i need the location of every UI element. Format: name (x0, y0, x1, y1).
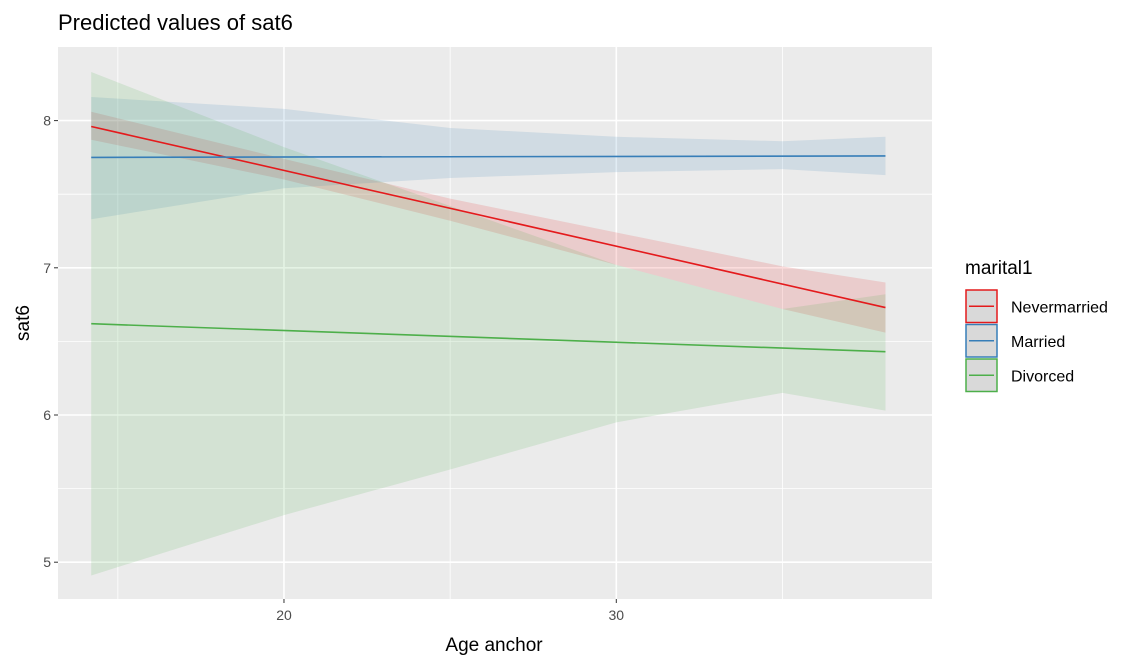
legend-item-divorced: Divorced (965, 358, 1074, 393)
ci-ribbon-nevermarried (91, 111, 886, 333)
series-line-divorced (91, 322, 886, 353)
confidence-ribbons (91, 72, 886, 576)
x-tick-label: 30 (609, 607, 625, 623)
x-tick-label: 20 (276, 607, 292, 623)
x-axis-ticks: 20 30 (276, 599, 624, 623)
y-tick-label: 5 (43, 554, 51, 570)
y-tick-label: 7 (43, 260, 51, 276)
major-gridlines (58, 47, 932, 599)
legend-item-married: Married (965, 323, 1065, 358)
legend-item-nevermarried: Nevermarried (965, 289, 1108, 324)
chart-title: Predicted values of sat6 (58, 10, 293, 35)
ci-ribbon-married (91, 97, 886, 220)
y-axis-ticks: 5 6 7 8 (43, 113, 58, 570)
legend: marital1 Nevermarried Married Divorced (965, 258, 1108, 393)
series-line-married (91, 155, 886, 159)
legend-keys: Nevermarried Married Divorced (965, 289, 1108, 393)
legend-label: Nevermarried (1011, 299, 1108, 316)
plot-panel (58, 47, 932, 599)
minor-gridlines (58, 47, 932, 599)
legend-label: Married (1011, 334, 1065, 351)
legend-title: marital1 (965, 258, 1033, 279)
y-tick-label: 8 (43, 113, 51, 129)
x-axis-title: Age anchor (445, 635, 543, 656)
ci-ribbon-divorced (91, 72, 886, 576)
y-axis-title: sat6 (13, 305, 34, 341)
legend-label: Divorced (1011, 368, 1074, 385)
series-lines (91, 125, 886, 353)
y-tick-label: 6 (43, 407, 51, 423)
